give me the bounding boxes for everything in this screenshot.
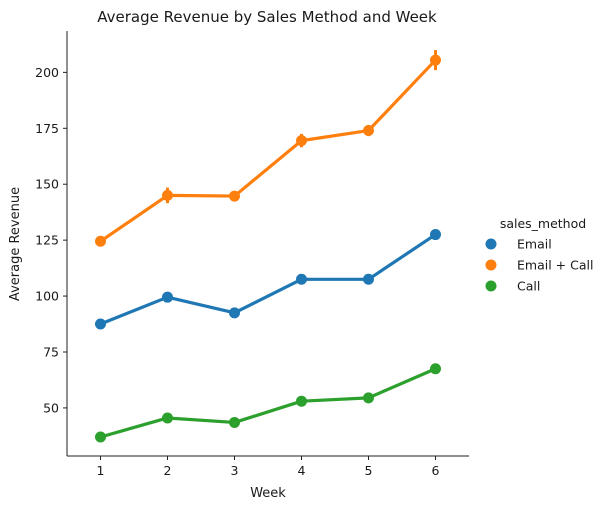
x-axis-label: Week (250, 486, 286, 501)
chart-title: Average Revenue by Sales Method and Week (97, 8, 437, 26)
data-point (363, 392, 374, 404)
y-tick-label: 150 (35, 177, 59, 192)
series-line (99, 58, 437, 243)
data-point (296, 135, 307, 147)
data-point (229, 190, 240, 202)
data-point (296, 395, 307, 407)
x-tick-label: 4 (298, 463, 306, 478)
legend-marker (485, 280, 497, 292)
data-point (363, 273, 374, 285)
x-tick-label: 5 (365, 463, 373, 478)
series-line (100, 367, 437, 439)
data-point (95, 235, 106, 247)
series-layer (95, 50, 441, 443)
data-point (229, 307, 240, 319)
x-tick-label: 2 (164, 463, 172, 478)
y-tick-label: 100 (35, 289, 59, 304)
data-point (430, 54, 441, 66)
legend-marker (485, 259, 497, 271)
data-point (363, 125, 374, 137)
x-tick-label: 1 (97, 463, 105, 478)
legend-label: Email (517, 237, 552, 252)
data-point (162, 189, 173, 201)
legend: sales_method Email Email + Call Call (485, 216, 593, 294)
y-tick-label: 200 (35, 65, 59, 80)
legend-title: sales_method (500, 216, 586, 231)
legend-marker (485, 238, 497, 250)
plot-axes: 50 75 100 125 150 175 200 1 2 3 4 5 6 (35, 31, 469, 478)
data-point (430, 229, 441, 241)
legend-label: Call (517, 279, 540, 294)
series-call (95, 363, 441, 443)
data-point (430, 363, 441, 375)
data-point (162, 291, 173, 303)
series-email (95, 229, 441, 330)
y-axis-label: Average Revenue (8, 187, 23, 301)
series-email-call (95, 50, 441, 247)
legend-label: Email + Call (517, 258, 593, 273)
x-tick-label: 6 (432, 463, 440, 478)
y-tick-label: 75 (43, 344, 59, 359)
data-point (229, 416, 240, 428)
data-point (95, 318, 106, 330)
y-tick-label: 125 (35, 233, 59, 248)
y-tick-label: 50 (43, 400, 59, 415)
data-point (95, 431, 106, 443)
x-tick-label: 3 (231, 463, 239, 478)
y-tick-label: 175 (35, 121, 59, 136)
data-point (296, 273, 307, 285)
series-line (99, 233, 437, 326)
data-point (162, 412, 173, 424)
